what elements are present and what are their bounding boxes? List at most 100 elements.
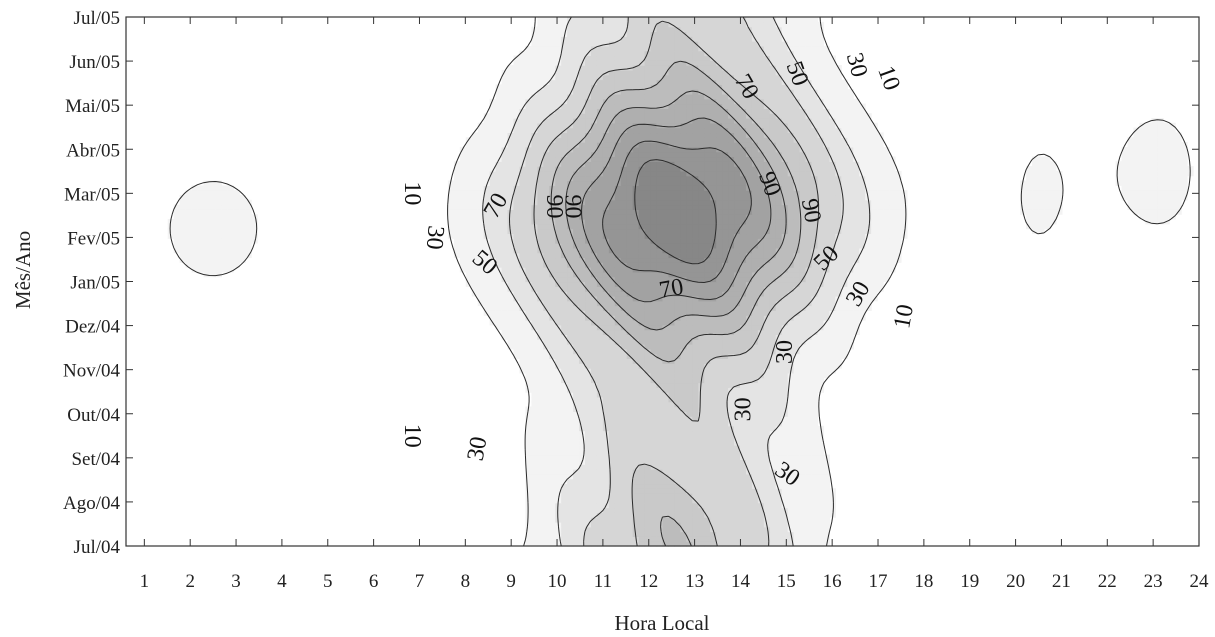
contour-band-cell xyxy=(614,228,622,235)
contour-band-cell xyxy=(203,185,211,191)
contour-band-cell xyxy=(573,387,580,393)
contour-band-cell xyxy=(728,372,735,379)
contour-band-cell xyxy=(519,223,526,230)
contour-band-cell xyxy=(596,497,604,504)
contour-band-cell xyxy=(674,199,681,206)
contour-band-cell xyxy=(215,252,222,259)
contour-band-cell xyxy=(650,319,658,326)
contour-band-cell xyxy=(608,541,616,547)
contour-band-cell xyxy=(614,392,622,398)
contour-band-cell xyxy=(650,344,658,350)
contour-band-cell xyxy=(620,396,628,403)
contour-band-cell xyxy=(829,262,836,268)
contour-band-cell xyxy=(662,286,670,292)
contour-band-cell xyxy=(644,512,652,518)
contour-band-cell xyxy=(489,175,497,182)
contour-band-cell xyxy=(894,199,902,206)
contour-band-cell xyxy=(614,372,622,379)
contour-band-cell xyxy=(859,199,866,206)
contour-band-cell xyxy=(680,180,687,186)
contour-band-cell xyxy=(590,228,598,235)
contour-band-cell xyxy=(501,194,509,201)
contour-band-cell xyxy=(877,262,884,268)
contour-band-cell xyxy=(686,214,693,220)
contour-band-cell xyxy=(716,469,723,475)
contour-band-cell xyxy=(638,286,646,292)
contour-band-cell xyxy=(865,243,872,249)
contour-band-cell xyxy=(602,339,610,345)
contour-band-cell xyxy=(823,319,831,326)
contour-band-cell xyxy=(817,473,825,480)
contour-band-cell xyxy=(769,430,777,436)
contour-band-cell xyxy=(590,348,598,355)
contour-band-cell xyxy=(191,233,199,239)
contour-band-cell xyxy=(692,358,699,364)
contour-band-cell xyxy=(608,218,616,225)
contour-band-cell xyxy=(745,233,753,239)
contour-band-cell xyxy=(775,401,783,408)
contour-band-cell xyxy=(626,252,634,259)
contour-band-cell xyxy=(596,315,604,321)
contour-band-cell xyxy=(894,247,902,254)
contour-band-cell xyxy=(734,262,741,268)
contour-band-cell xyxy=(751,363,759,369)
contour-band-cell xyxy=(734,267,741,273)
contour-band-cell xyxy=(793,295,801,302)
contour-band-cell xyxy=(650,252,658,259)
contour-band-cell xyxy=(728,271,735,278)
contour-band-cell xyxy=(745,372,753,379)
contour-band-cell xyxy=(811,493,819,499)
contour-band-cell xyxy=(889,204,896,210)
contour-band-cell xyxy=(567,469,574,475)
contour-band-cell xyxy=(632,497,640,504)
contour-band-cell xyxy=(573,305,580,311)
contour-band-cell xyxy=(728,469,735,475)
contour-band-cell xyxy=(579,521,586,528)
contour-band-cell xyxy=(698,247,705,254)
contour-band-cell xyxy=(173,243,181,249)
contour-band-cell xyxy=(680,257,687,263)
contour-band-cell xyxy=(763,344,771,350)
contour-band-cell xyxy=(477,175,485,182)
contour-band-cell xyxy=(567,536,574,542)
contour-band-cell xyxy=(608,459,616,465)
contour-band-cell xyxy=(602,401,610,408)
contour-band-cell xyxy=(734,204,741,210)
contour-band-cell xyxy=(877,233,884,239)
contour-band-cell xyxy=(573,223,580,230)
contour-band-cell xyxy=(900,199,908,206)
contour-band-cell xyxy=(656,185,664,191)
contour-band-cell xyxy=(483,267,491,273)
contour-band-cell xyxy=(602,541,610,547)
contour-band-cell xyxy=(745,204,753,210)
contour-band-cell xyxy=(632,416,640,422)
contour-band-cell xyxy=(596,420,604,427)
contour-band-cell xyxy=(567,416,574,422)
contour-band-cell xyxy=(751,295,759,302)
contour-band-cell xyxy=(692,435,699,441)
contour-band-cell xyxy=(811,348,819,355)
contour-band-cell xyxy=(722,310,729,316)
contour-band-cell xyxy=(638,473,646,480)
contour-band-cell xyxy=(567,300,574,307)
contour-band-cell xyxy=(549,392,556,398)
contour-band-cell xyxy=(811,445,819,451)
contour-band-cell xyxy=(555,507,562,513)
contour-band-cell xyxy=(531,190,538,196)
contour-band-cell xyxy=(823,459,831,465)
contour-band-cell xyxy=(656,353,664,360)
contour-band-cell xyxy=(543,440,550,446)
contour-band-cell xyxy=(734,223,741,230)
contour-band-cell xyxy=(483,300,491,307)
contour-band-cell xyxy=(507,238,515,244)
contour-band-cell xyxy=(662,194,670,201)
contour-band-cell xyxy=(632,353,640,360)
contour-band-cell xyxy=(757,420,765,427)
contour-band-cell xyxy=(1044,180,1051,186)
contour-band-cell xyxy=(859,300,866,307)
contour-band-cell xyxy=(513,315,521,321)
contour-band-cell xyxy=(722,233,729,239)
contour-band-cell xyxy=(853,247,860,254)
contour-band-cell xyxy=(823,310,831,316)
contour-band-cell xyxy=(531,493,538,499)
